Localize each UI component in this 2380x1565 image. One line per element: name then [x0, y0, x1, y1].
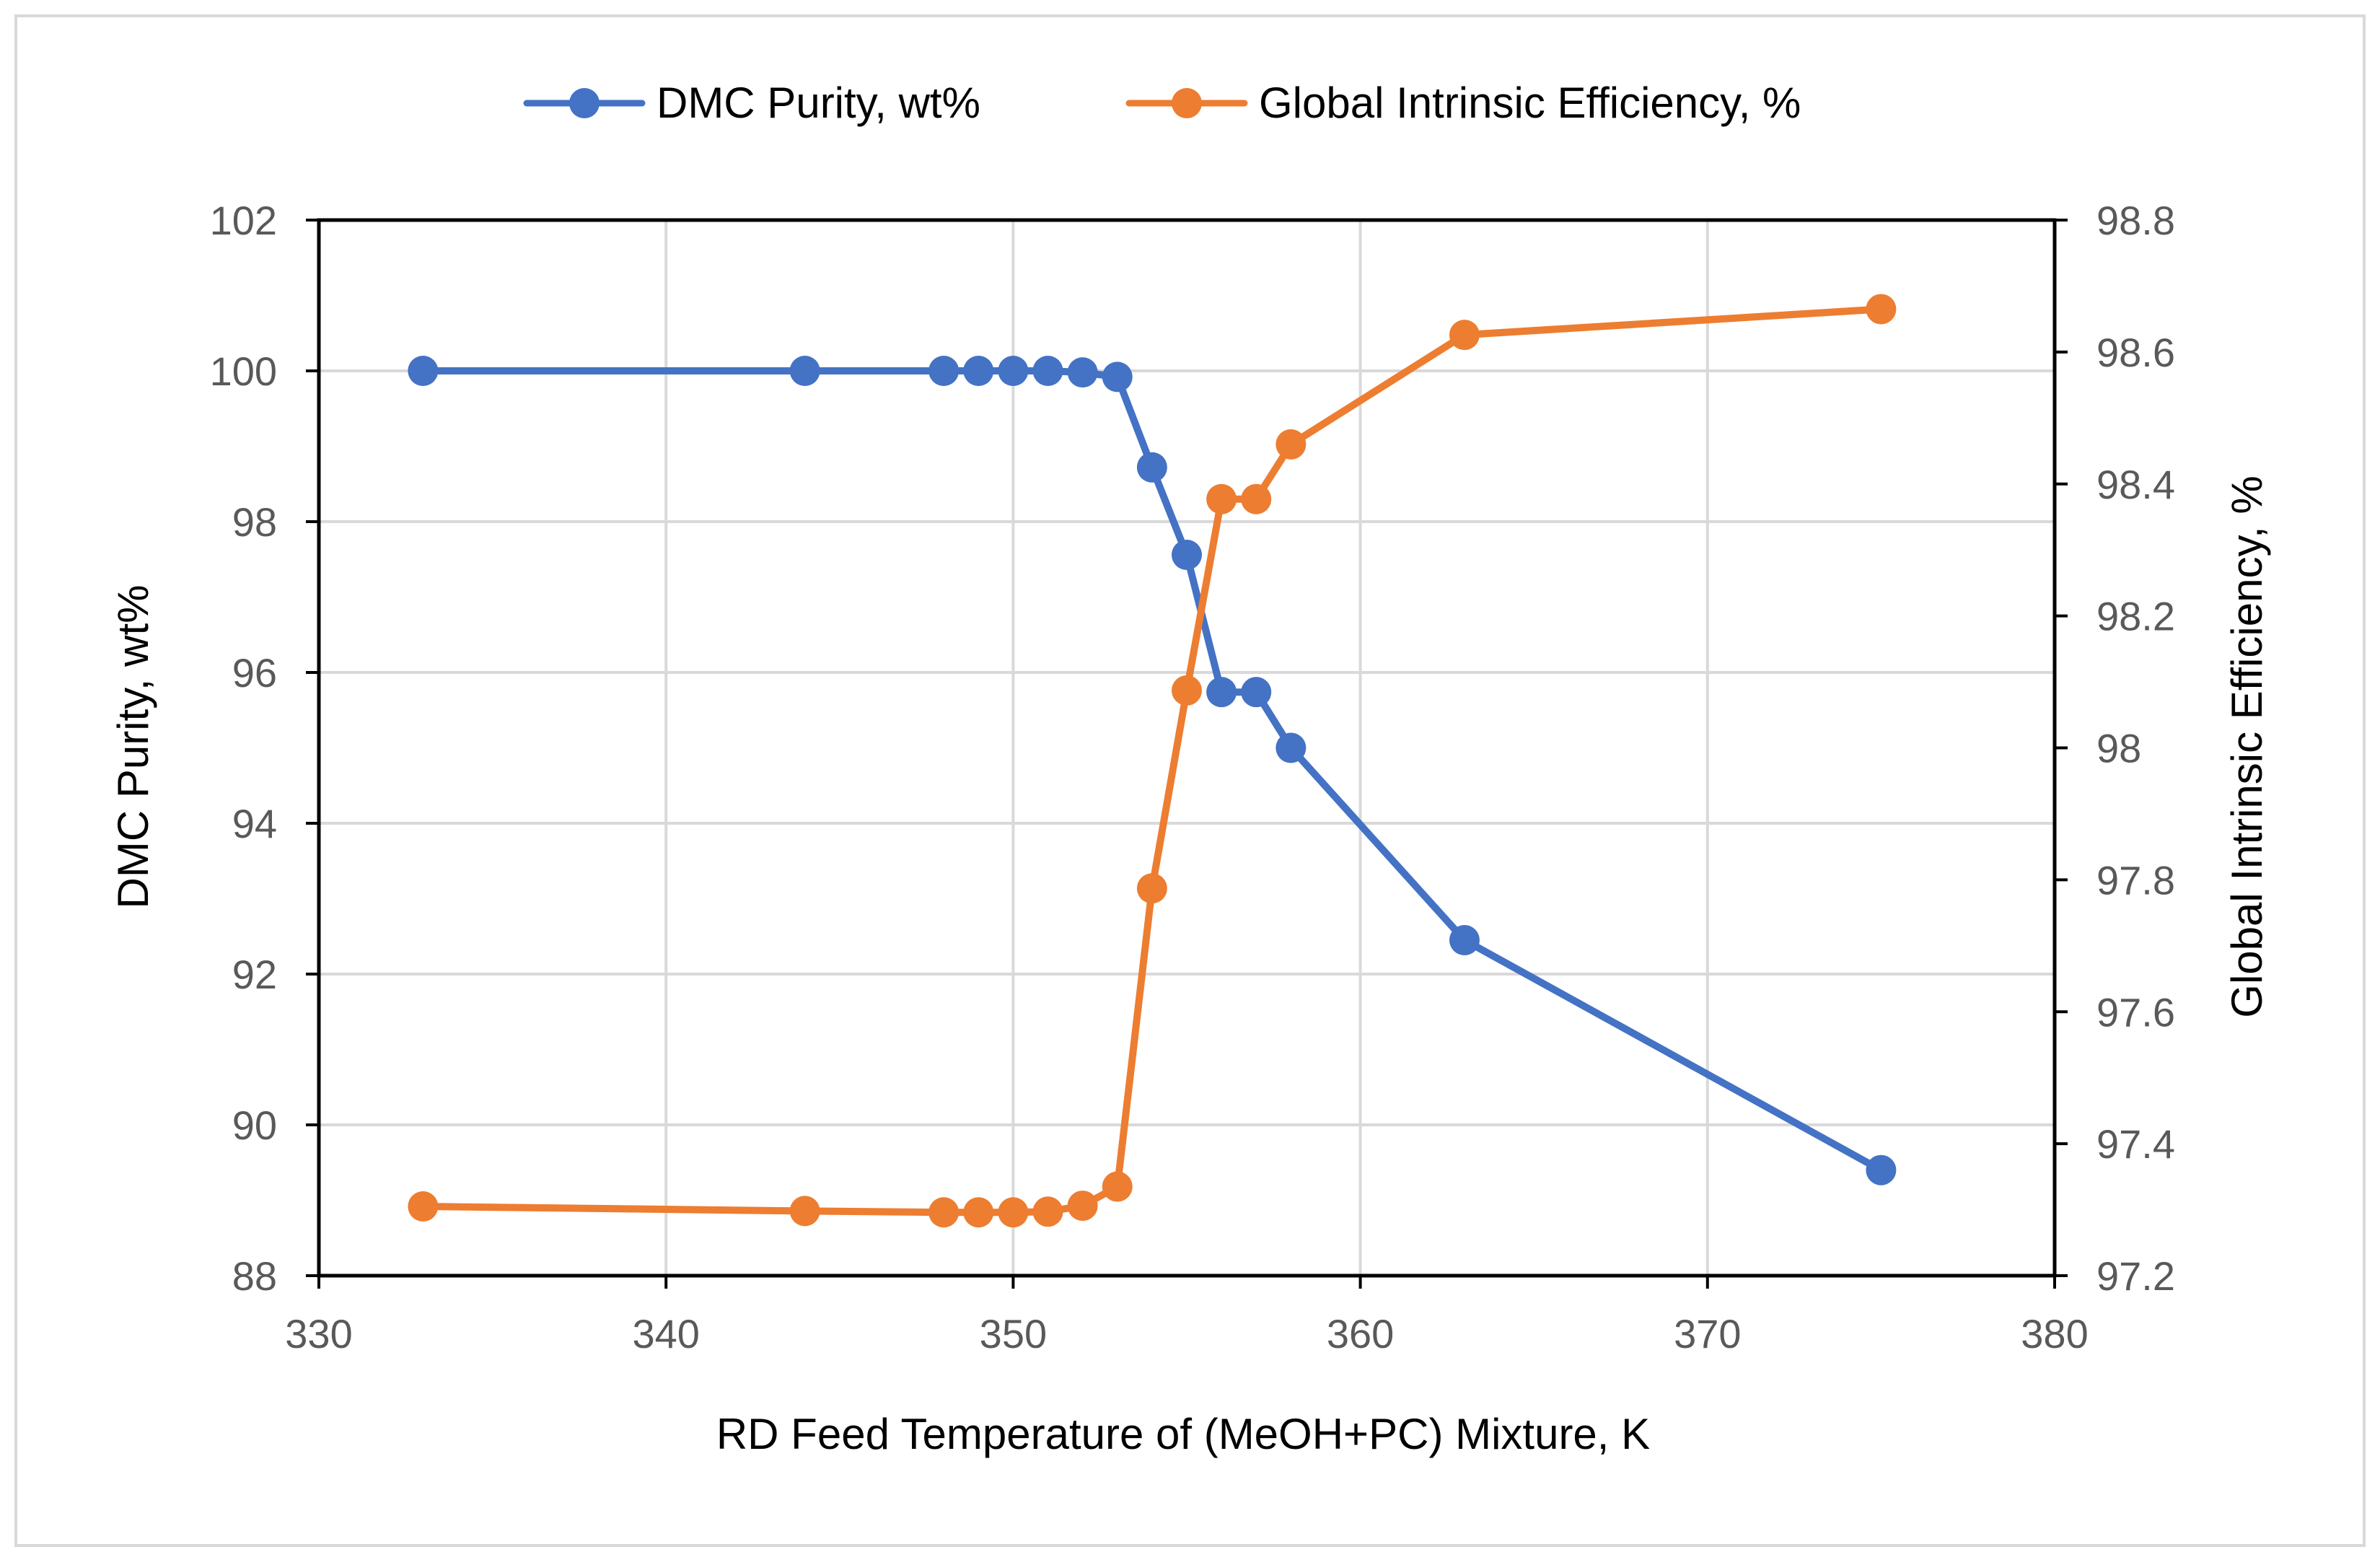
data-point-dmc-purity [1206, 677, 1237, 708]
legend-marker-global-intrinsic-efficiency [1172, 88, 1202, 118]
x-tick-label: 340 [632, 1311, 699, 1356]
data-point-global-intrinsic-efficiency [1136, 873, 1167, 904]
data-point-dmc-purity [928, 356, 960, 386]
data-point-dmc-purity [789, 356, 820, 386]
x-tick-label: 330 [285, 1311, 352, 1356]
y-axis-title: DMC Purity, wt% [109, 585, 157, 909]
data-point-dmc-purity [1172, 539, 1202, 570]
data-point-dmc-purity [1449, 924, 1480, 955]
data-point-dmc-purity [1102, 361, 1133, 393]
series-layer [408, 294, 1897, 1228]
data-point-global-intrinsic-efficiency [1032, 1196, 1063, 1227]
y2-tick-label: 98.6 [2096, 330, 2175, 375]
y2-tick-label: 98.8 [2096, 198, 2175, 243]
data-point-global-intrinsic-efficiency [1102, 1171, 1133, 1202]
legend-label-global-intrinsic-efficiency: Global Intrinsic Efficiency, % [1259, 79, 1801, 127]
x-tick-label: 380 [2021, 1311, 2088, 1356]
data-point-dmc-purity [1136, 452, 1167, 483]
y2-tick-label: 97.2 [2096, 1253, 2175, 1299]
y-tick-label: 92 [232, 952, 277, 997]
x-axis-title: RD Feed Temperature of (MeOH+PC) Mixture… [716, 1410, 1650, 1458]
y-tick-label: 102 [210, 198, 277, 243]
axes: 88 90 92 94 96 98 100 102 330 340 350 360 370 38097.2… [210, 198, 2175, 1356]
y2-tick-label: 98.2 [2096, 594, 2175, 639]
data-point-dmc-purity [963, 356, 994, 386]
data-point-dmc-purity [408, 356, 439, 386]
data-point-dmc-purity [998, 356, 1029, 386]
y2-tick-label: 98.4 [2096, 462, 2175, 507]
data-point-dmc-purity [1067, 357, 1098, 388]
data-point-global-intrinsic-efficiency [1241, 483, 1272, 514]
x-tick-label: 350 [980, 1311, 1047, 1356]
data-point-global-intrinsic-efficiency [1172, 675, 1202, 706]
data-point-global-intrinsic-efficiency [1866, 294, 1897, 325]
data-point-global-intrinsic-efficiency [1275, 429, 1307, 460]
y2-tick-label: 98 [2096, 726, 2141, 771]
data-point-global-intrinsic-efficiency [928, 1197, 960, 1228]
legend-marker-dmc-purity [569, 88, 600, 118]
data-point-global-intrinsic-efficiency [408, 1191, 439, 1222]
legend-label-dmc-purity: DMC Purity, wt% [657, 79, 980, 127]
y-tick-label: 100 [210, 348, 277, 394]
y2-axis-title: Global Intrinsic Efficiency, % [2223, 475, 2271, 1017]
data-point-global-intrinsic-efficiency [1206, 483, 1237, 514]
data-point-dmc-purity [1032, 356, 1063, 386]
data-point-dmc-purity [1866, 1154, 1897, 1185]
y-tick-label: 90 [232, 1102, 277, 1148]
y2-tick-label: 97.6 [2096, 989, 2175, 1035]
data-point-global-intrinsic-efficiency [1067, 1191, 1098, 1222]
data-point-dmc-purity [1275, 732, 1307, 763]
legend-item-dmc-purity: DMC Purity, wt% [523, 79, 980, 127]
data-point-global-intrinsic-efficiency [789, 1196, 820, 1227]
data-point-global-intrinsic-efficiency [1449, 320, 1480, 351]
legend-item-global-intrinsic-efficiency: Global Intrinsic Efficiency, % [1125, 79, 1801, 127]
y2-tick-label: 97.8 [2096, 857, 2175, 903]
y-tick-label: 98 [232, 499, 277, 545]
data-point-global-intrinsic-efficiency [963, 1197, 994, 1228]
legend: DMC Purity, wt% Global Intrinsic Efficie… [523, 79, 1801, 127]
y-tick-label: 96 [232, 650, 277, 696]
y-tick-label: 88 [232, 1253, 277, 1299]
y2-tick-label: 97.4 [2096, 1121, 2175, 1167]
data-point-dmc-purity [1241, 677, 1272, 708]
x-tick-label: 360 [1327, 1311, 1394, 1356]
y-tick-label: 94 [232, 801, 277, 846]
x-tick-label: 370 [1674, 1311, 1741, 1356]
chart-outer-border [14, 14, 2366, 1547]
data-point-global-intrinsic-efficiency [998, 1197, 1029, 1228]
